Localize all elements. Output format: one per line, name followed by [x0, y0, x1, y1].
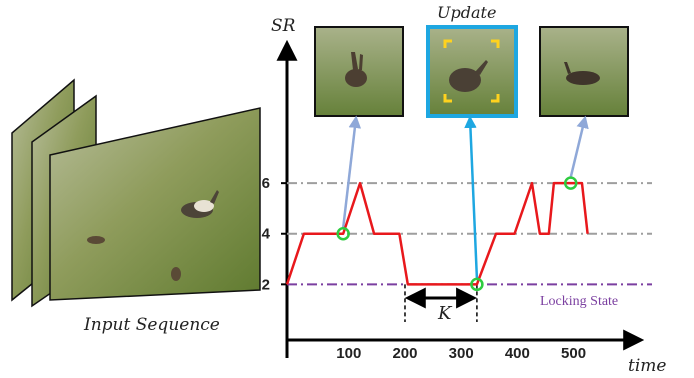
- locking-state-label: Locking State: [540, 294, 618, 309]
- input-sequence-stack: [12, 80, 260, 306]
- x-tick-label: 200: [392, 345, 417, 362]
- y-axis-label: SR: [271, 16, 296, 36]
- axis-ticks: 100 200 300 400 500 2 4 6: [262, 175, 586, 362]
- frame-thumbnail-updated: [428, 27, 516, 116]
- x-tick-label: 500: [561, 345, 586, 362]
- update-arrow: [470, 118, 477, 278]
- sr-series: [287, 183, 588, 284]
- x-axis-label: time: [628, 356, 666, 376]
- thumbnail-arrows: [343, 118, 585, 278]
- y-tick-label: 4: [262, 226, 271, 243]
- y-tick-label: 2: [262, 276, 270, 293]
- rabbit-small: [171, 267, 181, 281]
- k-label: K: [437, 303, 453, 324]
- frame-thumbnail: [315, 27, 403, 116]
- x-tick-label: 400: [505, 345, 530, 362]
- sample-arrow: [571, 118, 585, 177]
- x-tick-label: 100: [336, 345, 361, 362]
- rabbit-small: [87, 236, 105, 244]
- y-tick-label: 6: [262, 175, 270, 192]
- sr-line: [287, 183, 588, 284]
- input-sequence-label: Input Sequence: [83, 315, 220, 335]
- x-tick-label: 300: [449, 345, 474, 362]
- frame-thumbnail: [540, 27, 628, 116]
- update-label: Update: [437, 3, 496, 22]
